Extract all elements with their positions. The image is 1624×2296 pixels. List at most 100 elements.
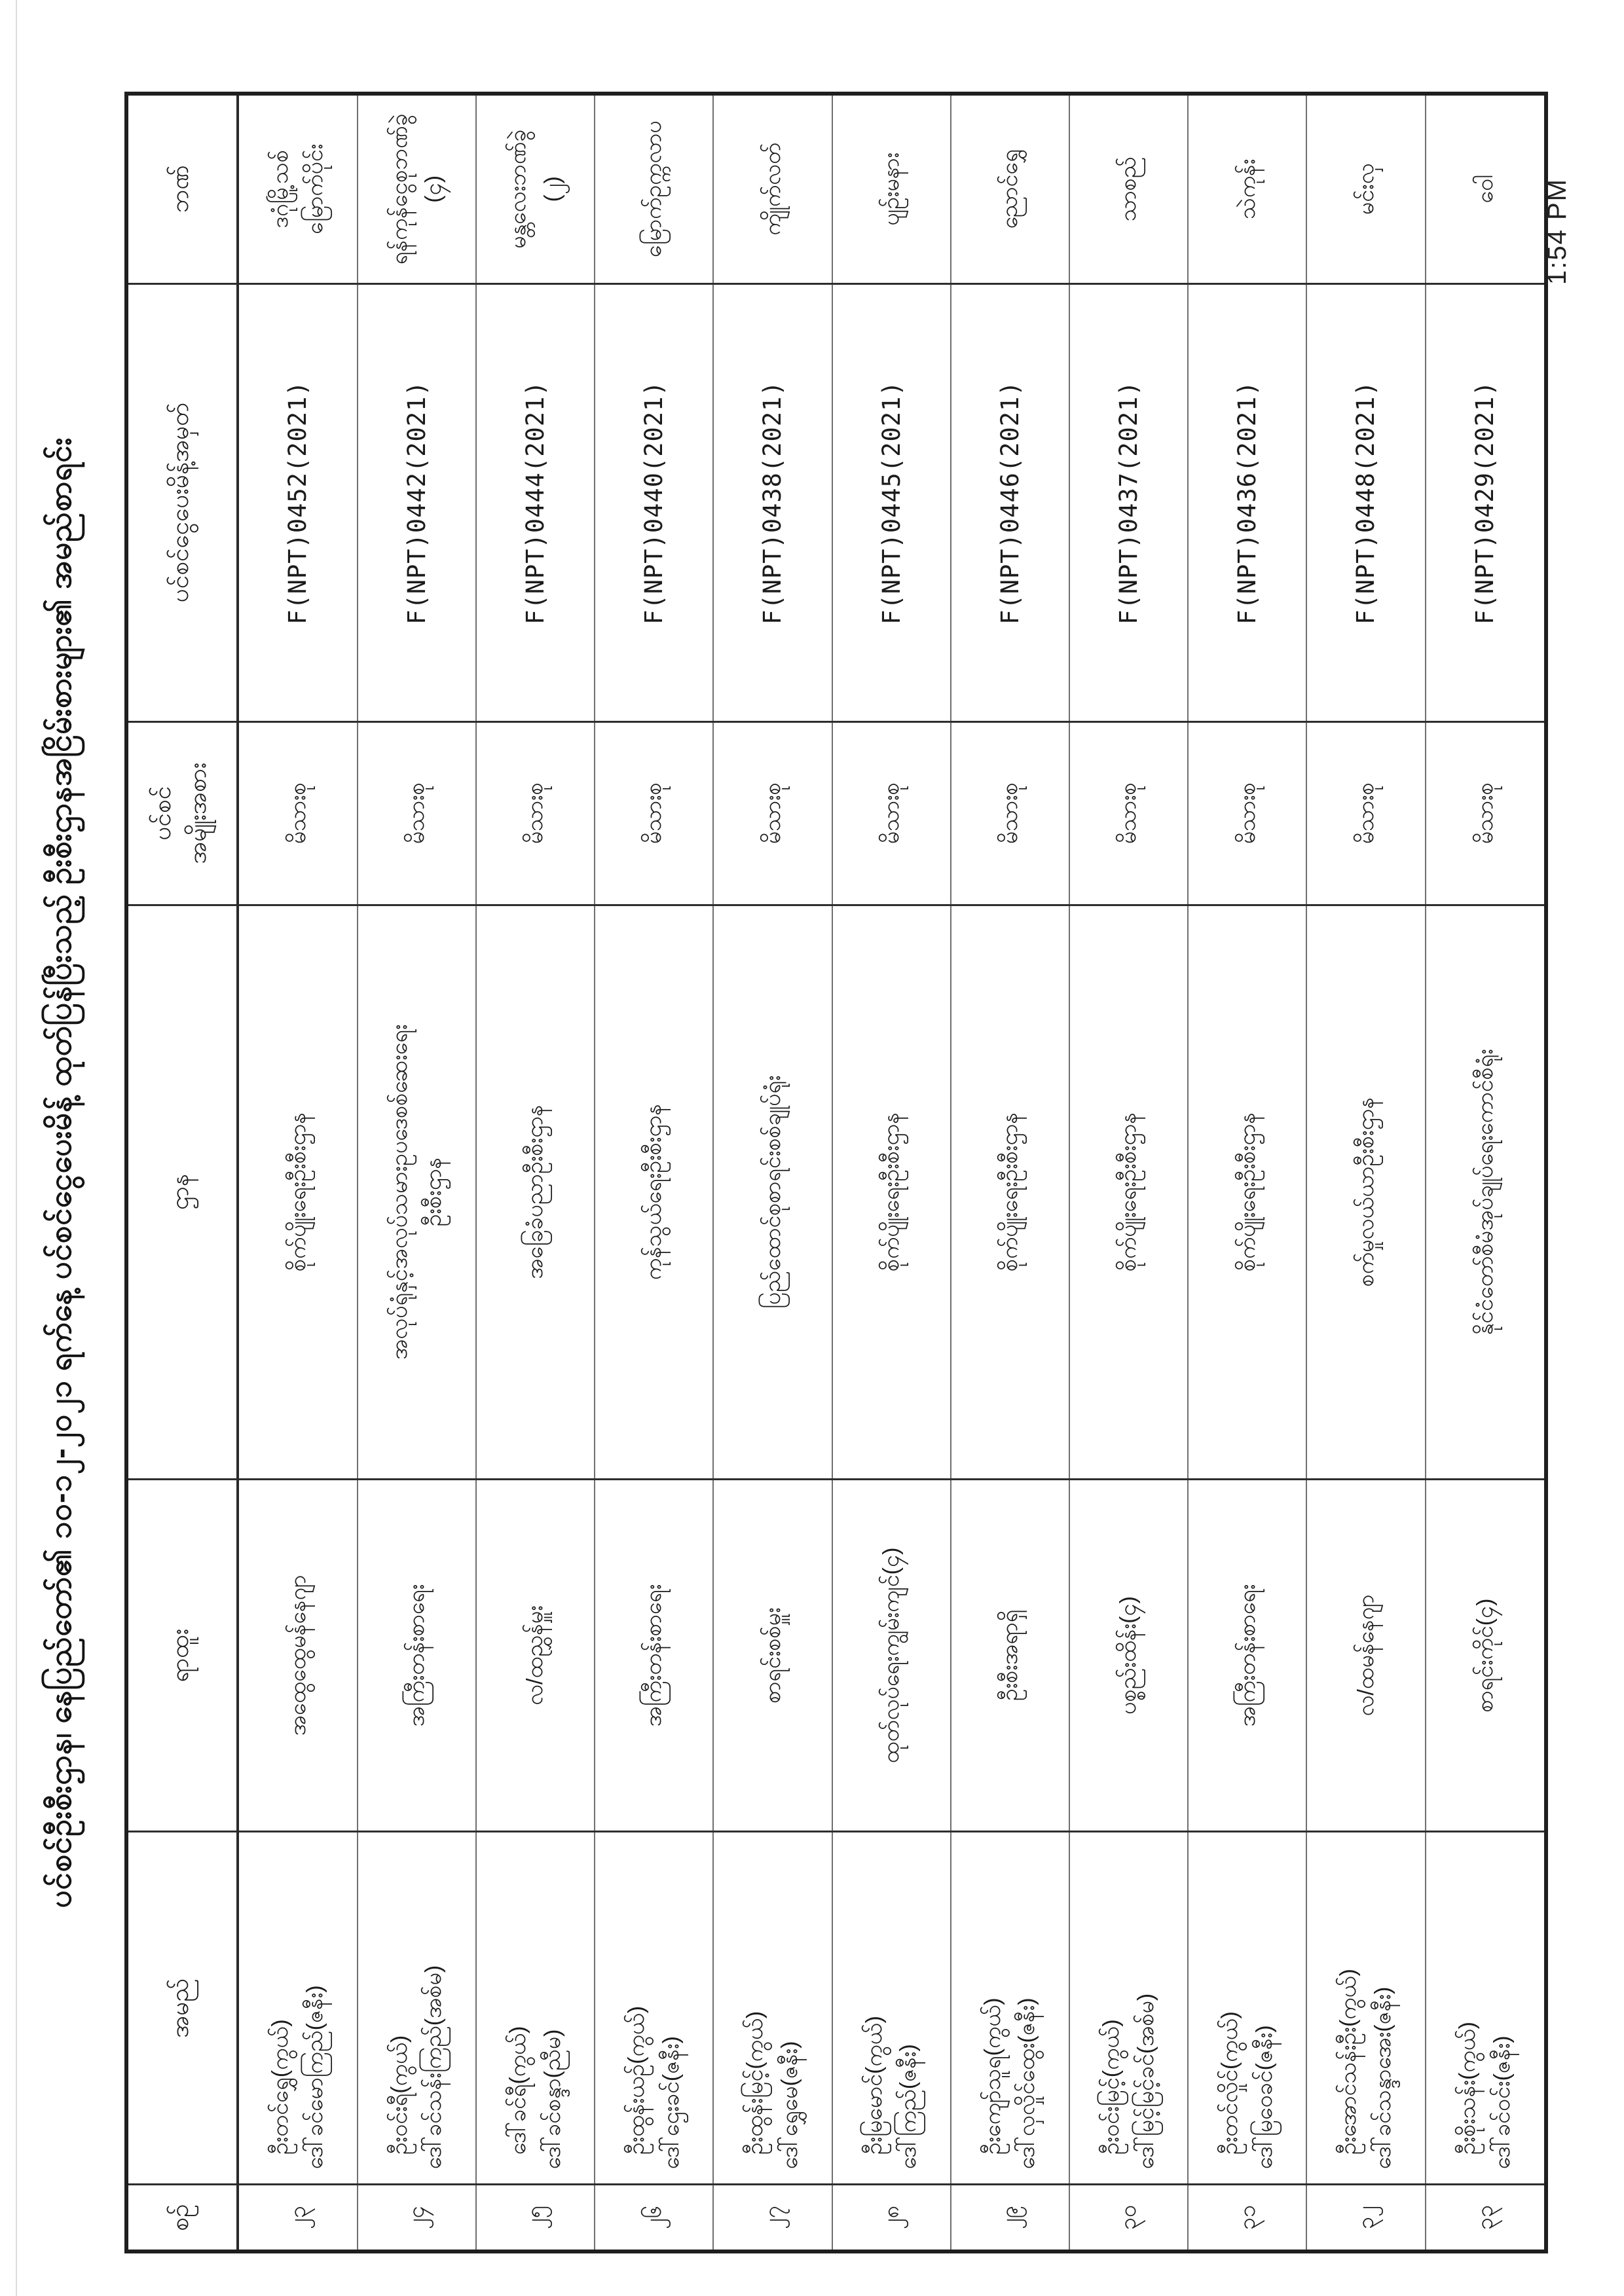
- col-header-bank: ဘဏ်: [126, 94, 238, 284]
- table-row: ၂၉ ဦးကျော်သူရ(ကွယ်) ဒေါ်လှလှိုင်ထွေး(ဇနီး)…: [950, 94, 1070, 2251]
- cell-pension-type: မိသားစု: [713, 721, 832, 905]
- cell-payment-order: F(NPT)0446(2021): [950, 283, 1070, 722]
- bank-line: ဒဂုံမြို့သစ်: [268, 150, 293, 228]
- name-line: ဒေါ်ခင်စန္ဒာ(ညီမ): [540, 2029, 565, 2170]
- cell-serial: ၃၃: [1425, 2184, 1546, 2251]
- name-line: ဦးအောင်သန်းဦး(ကွယ်): [1336, 1969, 1361, 2155]
- name-line: ဒေါ်ခင်ရီ(ကွယ်): [505, 2026, 530, 2155]
- cell-serial: ၂၆: [595, 2184, 714, 2251]
- cell-department: စက်မှုလယ်ယာဦးစီးဌာန: [1306, 905, 1426, 1480]
- col-header-department-line: ဌာန: [166, 1174, 193, 1211]
- cell-name: ဦးမြမောင်(ကွယ်) ဒေါ်ကြည်(ဇနီး): [832, 1831, 951, 2185]
- cell-bank: ရန်ကုန်ငွေစုဘဏ်ခွဲ (၄): [357, 94, 476, 284]
- name-line: ဦးမြမောင်(ကွယ်): [861, 2016, 887, 2155]
- name-line: ဦးဝင်းမြင့်(ကွယ်): [1098, 2019, 1124, 2155]
- cell-name: ဦးထွန်းယဉ်(ကွယ်) ဒေါ်ဌေးခင်(ဇနီး): [595, 1831, 714, 2185]
- table-row: ၂၇ ဦးထွန်းမြင့်(ကွယ်) ဒေါ်ရွှေမေ(ဇနီး) စာရင…: [713, 94, 832, 2251]
- status-bar-clock: 1:54 PM: [1543, 178, 1572, 285]
- cell-position: အကြီးတန်းစာရေး: [357, 1479, 476, 1832]
- cell-name: ဦးတင်ရွှေ(ကွယ်) ဒေါ်ခင်မောကြည်(ဇနီး): [238, 1831, 358, 2185]
- col-header-serial: စဉ်: [126, 2184, 238, 2251]
- pension-table: စဉ် အမည် ရာထူး ဌာန ပင်စင် အမျိုးအစား ပင်စင်ငွေ…: [124, 92, 1548, 2253]
- table-header-row: စဉ် အမည် ရာထူး ဌာန ပင်စင် အမျိုးအစား ပင်စင်ငွေ…: [126, 94, 238, 2251]
- name-line: ဒေါ်မြင့်မြင့်ခင်(အစ်မ): [1133, 1993, 1158, 2170]
- col-header-pension-type: ပင်စင် အမျိုးအစား: [126, 721, 238, 905]
- name-line: ဦးကျော်သူရ(ကွယ်): [980, 1997, 1005, 2155]
- cell-bank: သဲကုန်း: [1188, 94, 1307, 284]
- cell-department: စိုက်ပျိုးရေးဦးစီးဌာန: [1188, 905, 1307, 1480]
- bank-line: (၄): [421, 175, 447, 203]
- cell-position: အကြီးတန်းစာရေး: [595, 1479, 714, 1832]
- col-header-bank-line: ဘဏ်: [166, 165, 193, 213]
- cell-bank: ညောင်ရွှေ: [950, 94, 1070, 284]
- col-header-pension-type-line: အမျိုးအစား: [183, 762, 211, 864]
- table-header: စဉ် အမည် ရာထူး ဌာန ပင်စင် အမျိုးအစား ပင်စင်ငွေ…: [126, 94, 238, 2251]
- cell-name: ဒေါ်ခင်ရီ(ကွယ်) ဒေါ်ခင်စန္ဒာ(ညီမ): [475, 1831, 595, 2185]
- cell-bank: ကျိုက်လတ်: [713, 94, 832, 284]
- cell-name: ဦးကျော်သူရ(ကွယ်) ဒေါ်လှလှိုင်ထွေး(ဇနီး): [950, 1831, 1070, 2185]
- cell-bank: သာစည်: [1069, 94, 1189, 284]
- cell-payment-order: F(NPT)0452(2021): [238, 283, 358, 722]
- cell-bank: ဝေါ: [1425, 94, 1546, 284]
- bank-line: (၂): [540, 176, 565, 202]
- department-line: အလုပ်ရုံနှင့်အလုပ်သမားဥပဒေစစ်ဆေးရေး: [386, 1024, 412, 1360]
- table-row: ၃၀ ဦးဝင်းမြင့်(ကွယ်) ဒေါ်မြင့်မြင့်ခင်(အစ်…: [1069, 94, 1189, 2251]
- bank-line: မြောက်ပိုင်း: [302, 143, 327, 234]
- cell-payment-order: F(NPT)0444(2021): [475, 283, 595, 722]
- department-line: စိုက်ပျိုးရေးဦးစီးဌာန: [1234, 1112, 1260, 1272]
- name-line: ဦးတင်လှိုင်(ကွယ်): [1217, 2011, 1243, 2155]
- cell-serial: ၂၃: [238, 2184, 358, 2251]
- cell-payment-order: F(NPT)0438(2021): [713, 283, 832, 722]
- table-row: ၂၈ ဦးမြမောင်(ကွယ်) ဒေါ်ကြည်(ဇနီး) ထုတ်လုပ်ရ…: [832, 94, 951, 2251]
- cell-position: အကြီးတန်းစာရေး: [1188, 1479, 1307, 1832]
- col-header-position-line: ရာထူး: [166, 1628, 193, 1683]
- cell-bank: ပျဉ်းမနား: [832, 94, 951, 284]
- department-line: ဦးစီးဌာန: [421, 1157, 447, 1227]
- name-line: ဦးစိုးသန်း(ကွယ်): [1455, 2022, 1481, 2155]
- name-line: ဒေါ်ရွှေမေ(ဇနီး): [777, 2041, 802, 2170]
- table-row: ၃၁ ဦးတင်လှိုင်(ကွယ်) ဒေါ်မြဝေခင်(ဇနီး) အကြီ…: [1188, 94, 1307, 2251]
- name-line: ဦးထွန်းမြင့်(ကွယ်): [743, 2011, 768, 2155]
- cell-pension-type: မိသားစု: [1069, 721, 1189, 905]
- table-row: ၂၄ ဦးဝင်းရီ(ကွယ်) ဒေါ်ခင်သန်းကြည်(အစ်မ) အကြ…: [357, 94, 476, 2251]
- cell-department: အလုပ်ရုံနှင့်အလုပ်သမားဥပဒေစစ်ဆေးရေး ဦးစီး…: [357, 905, 476, 1480]
- bank-line: မင်းလှ: [1353, 163, 1378, 215]
- cell-department: စိုက်ပျိုးရေးဦးစီးဌာန: [832, 905, 951, 1480]
- cell-payment-order: F(NPT)0429(2021): [1425, 283, 1546, 722]
- cell-department: အခြေခံပညာဦးစီးဌာန: [475, 905, 595, 1480]
- cell-serial: ၂၄: [357, 2184, 476, 2251]
- cell-department: စိုက်ပျိုးရေးဦးစီးဌာန: [1069, 905, 1189, 1480]
- bank-line: ညောင်ရွှေ: [997, 149, 1023, 229]
- cell-position: လ/ထမန်နေဂျာ: [1306, 1479, 1426, 1832]
- name-line: ဒေါ်ဌေးခင်(ဇနီး): [658, 2036, 684, 2170]
- department-line: နိုင်ငံတော်စီမံအုပ်ချုပ်ရေးကောင်စီရုံး: [1472, 1049, 1498, 1336]
- cell-position: စာရင်းကိုင်(၄): [1425, 1479, 1546, 1832]
- cell-pension-type: မိသားစု: [832, 721, 951, 905]
- department-line: စိုက်ပျိုးရေးဦးစီးဌာန: [997, 1112, 1023, 1272]
- department-line: ပြည်ထောင်စုစာရင်းစစ်ချုပ်ရုံး: [760, 1075, 785, 1309]
- cell-payment-order: F(NPT)0442(2021): [357, 283, 476, 722]
- col-header-payment-order-line: ပင်စင်ငွေပေးမိန့်အမှတ်: [166, 402, 193, 603]
- name-line: ဦးဝင်းရီ(ကွယ်): [386, 2035, 412, 2155]
- cell-payment-order: F(NPT)0448(2021): [1306, 283, 1426, 722]
- name-line: ဒေါ်ခင်သန်းကြည်(အစ်မ): [421, 1965, 447, 2170]
- cell-serial: ၃၀: [1069, 2184, 1189, 2251]
- cell-serial: ၃၁: [1188, 2184, 1307, 2251]
- cell-serial: ၂၉: [950, 2184, 1070, 2251]
- cell-position: စာရင်းစစ်မှူး: [713, 1479, 832, 1832]
- cell-payment-order: F(NPT)0445(2021): [832, 283, 951, 722]
- table-row: ၂၅ ဒေါ်ခင်ရီ(ကွယ်) ဒေါ်ခင်စန္ဒာ(ညီမ) လ/ထညွှ…: [475, 94, 595, 2251]
- department-line: စိုက်ပျိုးရေးဦးစီးဌာန: [878, 1112, 904, 1272]
- department-line: အခြေခံပညာဦးစီးဌာန: [523, 1104, 548, 1279]
- col-header-payment-order: ပင်စင်ငွေပေးမိန့်အမှတ်: [126, 283, 238, 722]
- cell-department: ကုန်သွယ်ရေးဦးစီးဌာန: [595, 905, 714, 1480]
- col-header-name: အမည်: [126, 1831, 238, 2185]
- cell-bank: မြောက်ဥက္ကလာပ: [595, 94, 714, 284]
- cell-department: စိုက်ပျိုးရေးဦးစီးဌာန: [950, 905, 1070, 1480]
- bank-line: ပျဉ်းမနား: [878, 152, 904, 226]
- document-title: ပင်စင်ဦးစီးဌာန၊ နေပြည်တော်၏ ၁၀-၁၂-၂၀၂၁ ရ…: [43, 437, 77, 1908]
- table-row: ၂၆ ဦးထွန်းယဉ်(ကွယ်) ဒေါ်ဌေးခင်(ဇနီး) အကြီးတ…: [595, 94, 714, 2251]
- cell-bank: ဒဂုံမြို့သစ် မြောက်ပိုင်း: [238, 94, 358, 284]
